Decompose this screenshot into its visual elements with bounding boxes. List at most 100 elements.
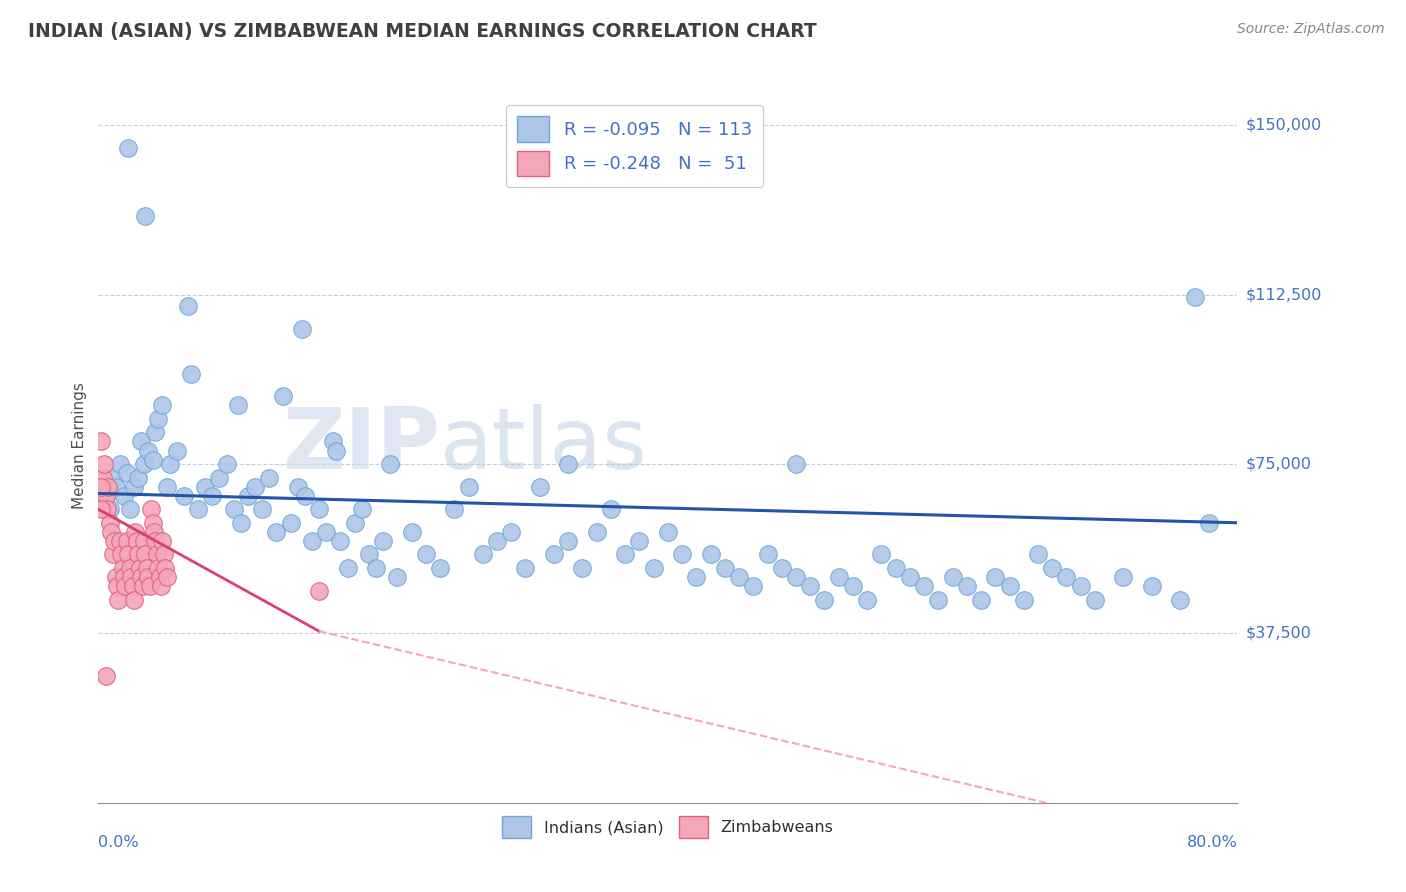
Point	[1070, 579, 1092, 593]
Point	[90, 434, 112, 449]
Point	[770, 561, 793, 575]
Point	[501, 524, 523, 539]
Point	[728, 570, 751, 584]
Point	[129, 434, 152, 449]
Point	[291, 321, 314, 335]
Text: $150,000: $150,000	[1246, 118, 1322, 133]
Point	[135, 561, 157, 575]
Point	[156, 480, 179, 494]
Point	[101, 470, 124, 484]
Point	[308, 502, 330, 516]
Point	[134, 548, 156, 562]
Point	[236, 489, 259, 503]
Point	[94, 489, 117, 503]
Point	[714, 561, 737, 575]
Point	[118, 502, 141, 516]
Point	[93, 457, 115, 471]
Point	[898, 570, 921, 584]
Point	[136, 570, 159, 584]
Point	[956, 579, 979, 593]
Point	[756, 548, 779, 562]
Point	[124, 524, 146, 539]
Point	[152, 398, 174, 412]
Point	[104, 570, 127, 584]
Point	[543, 548, 565, 562]
Point	[799, 579, 821, 593]
Point	[343, 516, 366, 530]
Point	[357, 548, 380, 562]
Point	[294, 489, 316, 503]
Point	[131, 579, 153, 593]
Point	[1184, 290, 1206, 304]
Point	[105, 579, 128, 593]
Point	[942, 570, 965, 584]
Point	[112, 570, 135, 584]
Point	[159, 457, 181, 471]
Point	[148, 561, 170, 575]
Point	[322, 434, 344, 449]
Point	[108, 533, 131, 548]
Point	[138, 579, 160, 593]
Point	[557, 457, 579, 471]
Point	[100, 524, 122, 539]
Point	[671, 548, 693, 562]
Text: INDIAN (ASIAN) VS ZIMBABWEAN MEDIAN EARNINGS CORRELATION CHART: INDIAN (ASIAN) VS ZIMBABWEAN MEDIAN EARN…	[28, 22, 817, 41]
Point	[122, 480, 145, 494]
Point	[98, 516, 121, 530]
Point	[229, 516, 252, 530]
Point	[657, 524, 679, 539]
Point	[325, 443, 347, 458]
Point	[287, 480, 309, 494]
Point	[571, 561, 593, 575]
Point	[132, 457, 155, 471]
Point	[1056, 570, 1078, 584]
Point	[350, 502, 373, 516]
Point	[141, 516, 163, 530]
Text: 80.0%: 80.0%	[1187, 835, 1237, 850]
Point	[127, 470, 149, 484]
Point	[742, 579, 765, 593]
Point	[1170, 592, 1192, 607]
Point	[114, 579, 136, 593]
Point	[628, 533, 651, 548]
Point	[103, 533, 125, 548]
Point	[266, 524, 288, 539]
Point	[387, 570, 409, 584]
Point	[94, 489, 117, 503]
Point	[842, 579, 865, 593]
Point	[870, 548, 893, 562]
Point	[180, 367, 202, 381]
Point	[104, 480, 127, 494]
Point	[111, 561, 134, 575]
Point	[486, 533, 509, 548]
Point	[110, 548, 132, 562]
Point	[329, 533, 352, 548]
Point	[828, 570, 851, 584]
Point	[250, 502, 273, 516]
Point	[222, 502, 245, 516]
Point	[208, 470, 231, 484]
Point	[280, 516, 302, 530]
Text: Source: ZipAtlas.com: Source: ZipAtlas.com	[1237, 22, 1385, 37]
Point	[194, 480, 217, 494]
Point	[108, 457, 131, 471]
Point	[142, 524, 165, 539]
Point	[115, 533, 138, 548]
Point	[118, 561, 141, 575]
Point	[90, 502, 112, 516]
Point	[136, 443, 159, 458]
Point	[155, 561, 177, 575]
Point	[122, 592, 145, 607]
Point	[173, 489, 195, 503]
Point	[120, 570, 142, 584]
Point	[557, 533, 579, 548]
Point	[1198, 516, 1220, 530]
Text: atlas: atlas	[440, 404, 648, 488]
Point	[149, 570, 172, 584]
Point	[145, 425, 167, 440]
Point	[187, 502, 209, 516]
Point	[373, 533, 395, 548]
Text: $112,500: $112,500	[1246, 287, 1322, 302]
Point	[984, 570, 1007, 584]
Point	[107, 592, 129, 607]
